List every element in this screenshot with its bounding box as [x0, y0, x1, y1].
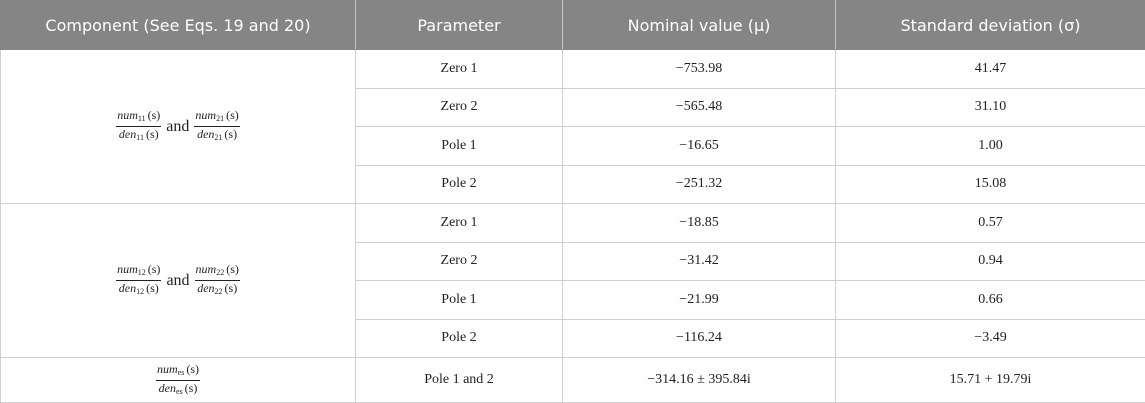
argument: (s): [226, 262, 239, 276]
header-cell: Nominal value (μ): [562, 0, 836, 50]
parameter-cell: Zero 2: [355, 241, 563, 281]
table-row: Pole 1 −21.99 0.66: [1, 280, 1145, 320]
nominal-cell: −753.98: [562, 49, 836, 89]
std-cell: 1.00: [835, 126, 1145, 166]
symbol: num: [117, 108, 138, 122]
numerator: num22 (s): [194, 262, 240, 281]
table-row: numes (s) denes (s) Pole 1 and 2 −314.16 ± 39…: [0, 357, 1145, 403]
std-cell: 15.71 + 19.79i: [835, 357, 1145, 403]
symbol: num: [156, 361, 178, 376]
parameter-cell: Pole 1 and 2: [355, 357, 563, 403]
nominal-cell: −116.24: [562, 318, 836, 358]
symbol: den: [118, 281, 137, 295]
argument: (s): [224, 281, 238, 295]
symbol: den: [197, 281, 215, 295]
subscript: es: [175, 386, 183, 396]
numerator: num11 (s): [116, 108, 162, 127]
std-cell: 0.66: [835, 280, 1145, 320]
header-cell: Standard deviation (σ): [835, 0, 1145, 50]
denominator: den11 (s): [116, 127, 161, 145]
denominator: den22 (s): [195, 281, 240, 299]
numerator: num21 (s): [194, 108, 240, 127]
parameter-cell: Pole 1: [355, 280, 563, 320]
subscript: 21: [214, 133, 223, 142]
std-cell: 0.94: [835, 241, 1145, 281]
argument: (s): [147, 108, 161, 122]
argument: (s): [145, 127, 159, 141]
std-cell: 41.47: [835, 49, 1145, 89]
std-cell: −3.49: [835, 318, 1145, 358]
symbol: num: [117, 262, 138, 276]
denominator: den12 (s): [116, 281, 161, 299]
denominator: den21 (s): [194, 127, 239, 145]
symbol: den: [197, 127, 215, 141]
header-row: Component (See Eqs. 19 and 20) Parameter N…: [0, 0, 1145, 50]
table-row: Zero 2 −565.48 31.10: [1, 87, 1145, 127]
denominator: denes (s): [156, 381, 200, 399]
table-row: Zero 2 −31.42 0.94: [1, 241, 1145, 281]
nominal-cell: −21.99: [562, 280, 836, 320]
argument: (s): [147, 262, 161, 276]
argument: (s): [224, 127, 238, 141]
parameter-cell: Pole 1: [355, 126, 563, 166]
subscript: es: [177, 367, 185, 377]
nominal-cell: −314.16 ± 395.84i: [562, 357, 836, 403]
component-cell: num12 (s) den12 (s) and num22 (s) den22 (s): [0, 203, 356, 358]
std-cell: 0.57: [835, 203, 1145, 243]
table-row: Pole 1 −16.65 1.00: [1, 126, 1145, 166]
parameter-cell: Zero 1: [355, 203, 563, 243]
symbol: den: [158, 380, 176, 395]
table-row: num11 (s) den11 (s) and num21 (s) den21 (s) Zero …: [0, 49, 1145, 204]
subscript: 12: [136, 287, 145, 296]
connector: and: [166, 271, 190, 289]
symbol: num: [195, 262, 217, 276]
std-cell: 15.08: [835, 164, 1145, 204]
subscript: 22: [214, 287, 223, 296]
nominal-cell: −18.85: [562, 203, 836, 243]
subscript: 12: [137, 268, 146, 277]
component-cell: num11 (s) den11 (s) and num21 (s) den21 (s): [0, 49, 356, 204]
std-cell: 31.10: [835, 87, 1145, 127]
table-row: num12 (s) den12 (s) and num22 (s) den22 (s) Zero …: [0, 203, 1145, 358]
connector: and: [166, 117, 190, 135]
table-body: num11 (s) den11 (s) and num21 (s) den21 (s) Zero …: [0, 49, 1145, 403]
header-cell: Component (See Eqs. 19 and 20): [0, 0, 356, 50]
fraction: num21 (s) den21 (s): [194, 108, 240, 145]
numerator: num12 (s): [116, 262, 162, 281]
argument: (s): [146, 281, 159, 295]
subscript: 11: [136, 133, 144, 142]
parameter-cell: Pole 2: [355, 164, 563, 204]
nominal-cell: −31.42: [562, 241, 836, 281]
fraction: num11 (s) den11 (s): [116, 108, 162, 145]
parameter-cell: Zero 2: [355, 87, 563, 127]
fraction: num12 (s) den12 (s): [116, 262, 162, 299]
nominal-cell: −565.48: [562, 87, 836, 127]
table-row: Pole 2 −251.32 15.08: [1, 164, 1145, 204]
fraction: num22 (s) den22 (s): [194, 262, 240, 299]
component-cell: numes (s) denes (s): [0, 357, 356, 403]
numerator: numes (s): [155, 361, 200, 381]
subscript: 22: [216, 268, 225, 277]
argument: (s): [186, 361, 199, 376]
subscript: 11: [137, 114, 146, 123]
fraction: numes (s) denes (s): [155, 361, 200, 399]
argument: (s): [226, 108, 239, 122]
parameter-cell: Pole 2: [355, 318, 563, 358]
symbol: num: [195, 108, 217, 122]
header-cell: Parameter: [355, 0, 563, 50]
nominal-cell: −251.32: [562, 164, 836, 204]
parameter-cell: Zero 1: [355, 49, 563, 89]
table-row: Pole 2 −116.24 −3.49: [1, 318, 1145, 358]
symbol: den: [118, 127, 137, 141]
argument: (s): [184, 380, 198, 395]
nominal-cell: −16.65: [562, 126, 836, 166]
subscript: 21: [216, 114, 225, 123]
